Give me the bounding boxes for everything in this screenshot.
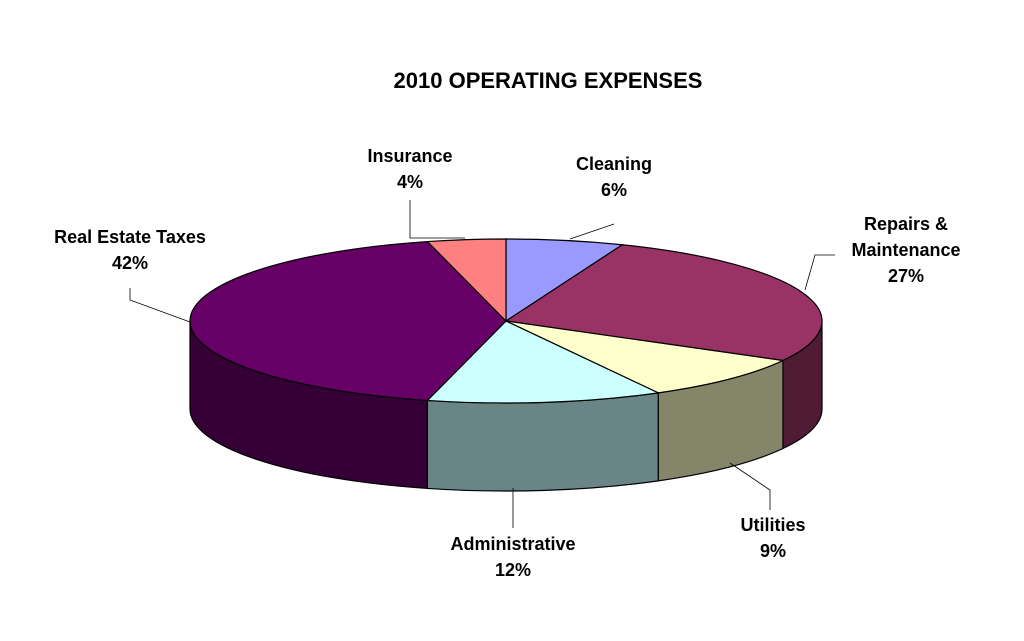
category-label-administrative: Administrative	[450, 534, 575, 554]
pct-label-utilities: 9%	[760, 541, 786, 561]
leader-line-repairs	[804, 254, 835, 291]
pct-label-administrative: 12%	[495, 560, 531, 580]
leader-line-insurance	[409, 200, 465, 239]
pie-slice-utilities	[505, 320, 785, 394]
category-label-repairs: Maintenance	[851, 240, 960, 260]
pie-slice-administrative	[426, 320, 661, 404]
category-label-repairs: Repairs &	[864, 214, 948, 234]
category-label-real-estate-taxes: Real Estate Taxes	[54, 227, 206, 247]
chart-title: 2010 OPERATING EXPENSES	[394, 68, 703, 93]
pct-label-insurance: 4%	[397, 172, 423, 192]
pie-slice-real-estate-taxes	[189, 240, 507, 402]
leader-line-utilities	[729, 462, 771, 510]
pie-side-administrative	[426, 392, 659, 492]
pie-slice-insurance	[426, 238, 507, 323]
pie-slice-cleaning	[505, 238, 625, 323]
leader-lines	[129, 200, 835, 528]
pie-top	[189, 238, 823, 404]
category-label-cleaning: Cleaning	[576, 154, 652, 174]
leader-line-cleaning	[569, 223, 615, 240]
pie-slice-repairs	[504, 244, 823, 362]
slice-labels: Cleaning 6% Repairs & Maintenance 27% Utiliti…	[54, 146, 960, 580]
pct-label-real-estate-taxes: 42%	[112, 253, 148, 273]
leader-line-real-estate-taxes	[129, 288, 191, 323]
category-label-utilities: Utilities	[740, 515, 805, 535]
pie-sides	[189, 320, 823, 492]
pct-label-repairs: 27%	[888, 266, 924, 286]
pct-label-cleaning: 6%	[601, 180, 627, 200]
category-label-insurance: Insurance	[367, 146, 452, 166]
